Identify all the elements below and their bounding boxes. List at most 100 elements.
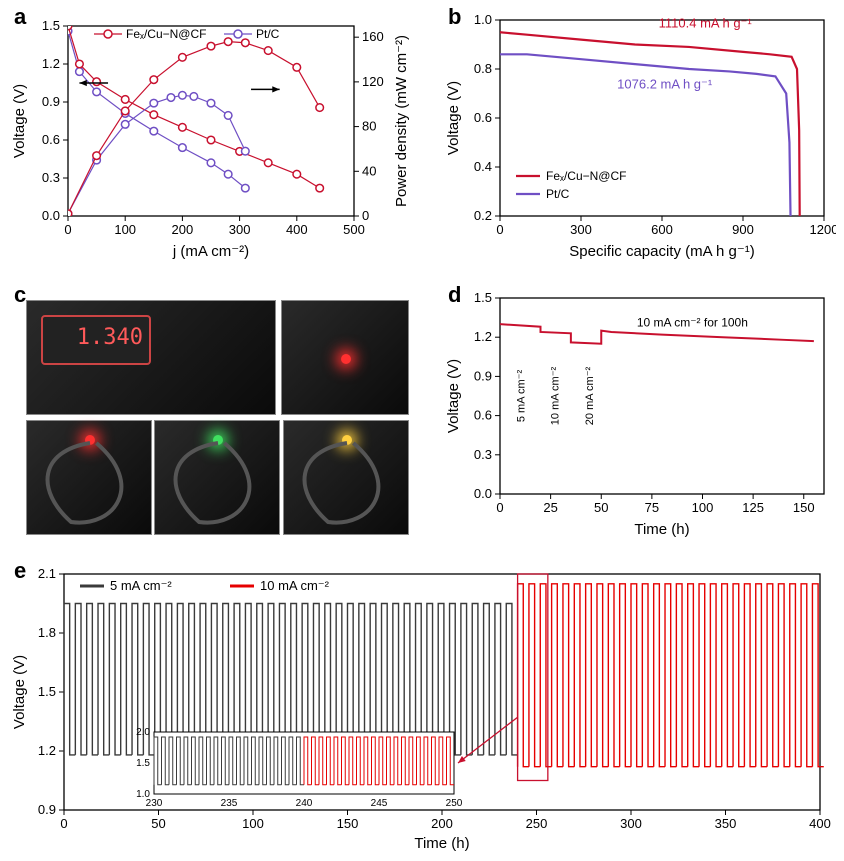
svg-text:0.4: 0.4: [474, 159, 492, 174]
svg-text:50: 50: [594, 500, 608, 515]
svg-text:300: 300: [570, 222, 592, 237]
svg-text:1.2: 1.2: [38, 743, 56, 758]
svg-text:500: 500: [343, 222, 365, 237]
svg-text:0: 0: [496, 222, 503, 237]
svg-text:1.5: 1.5: [136, 758, 150, 769]
svg-text:Time (h): Time (h): [634, 521, 689, 538]
svg-text:50: 50: [151, 816, 165, 831]
svg-text:1.5: 1.5: [38, 684, 56, 699]
svg-text:Pt/C: Pt/C: [546, 187, 570, 201]
svg-text:160: 160: [362, 29, 384, 44]
svg-text:1.5: 1.5: [42, 18, 60, 33]
svg-text:600: 600: [651, 222, 673, 237]
chart-a: 0 100 200 300 400 500 0.0 0.3 0.6 0.9 1.2 1.5 0 40 80 1…: [6, 2, 416, 262]
svg-text:5 mA cm⁻²: 5 mA cm⁻²: [515, 370, 527, 423]
svg-text:10 mA cm⁻² for 100h: 10 mA cm⁻² for 100h: [637, 316, 748, 330]
photo-3: [154, 420, 280, 535]
svg-text:Voltage (V): Voltage (V): [11, 655, 28, 729]
svg-text:0: 0: [362, 208, 369, 223]
svg-text:2.1: 2.1: [38, 566, 56, 581]
svg-text:1200: 1200: [810, 222, 836, 237]
svg-text:0.6: 0.6: [42, 132, 60, 147]
svg-text:1.0: 1.0: [474, 12, 492, 27]
svg-text:5 mA cm⁻²: 5 mA cm⁻²: [110, 578, 172, 593]
svg-text:Specific capacity (mA h g⁻¹): Specific capacity (mA h g⁻¹): [569, 243, 754, 260]
svg-text:25: 25: [543, 500, 557, 515]
svg-text:2.0: 2.0: [136, 727, 150, 738]
panel-d-label: d: [448, 282, 461, 308]
svg-text:Pt/C: Pt/C: [256, 27, 280, 41]
svg-text:0.9: 0.9: [42, 94, 60, 109]
svg-text:40: 40: [362, 163, 376, 178]
svg-text:100: 100: [692, 500, 714, 515]
svg-text:Feₓ/Cu−N@CF: Feₓ/Cu−N@CF: [546, 169, 626, 183]
panel-a: a 0 100 200 300 400 500 0.0 0.3 0.6 0.9 1.2 1.5 0 40 8…: [6, 2, 416, 262]
svg-text:250: 250: [446, 798, 463, 809]
svg-text:j (mA cm⁻²): j (mA cm⁻²): [172, 243, 249, 260]
chart-e: 0 50 100 150 200 250 300 350 400 0.9 1.2 1.5 1.8 2.1 T…: [6, 556, 834, 854]
svg-text:1076.2 mA h g⁻¹: 1076.2 mA h g⁻¹: [617, 77, 713, 92]
svg-text:300: 300: [620, 816, 642, 831]
svg-text:0.2: 0.2: [474, 208, 492, 223]
svg-text:100: 100: [242, 816, 264, 831]
svg-text:0.6: 0.6: [474, 110, 492, 125]
svg-text:0.0: 0.0: [42, 208, 60, 223]
svg-text:10 mA cm⁻²: 10 mA cm⁻²: [550, 366, 562, 425]
svg-text:1.8: 1.8: [38, 625, 56, 640]
svg-text:200: 200: [172, 222, 194, 237]
svg-text:0.9: 0.9: [38, 802, 56, 817]
svg-text:0.3: 0.3: [474, 447, 492, 462]
panel-d: d 02550751001251500.00.30.60.91.21.5Time…: [440, 280, 836, 540]
svg-text:125: 125: [742, 500, 764, 515]
chart-d: 02550751001251500.00.30.60.91.21.5Time (…: [440, 280, 836, 540]
svg-text:400: 400: [286, 222, 308, 237]
photo-0: 1.340: [26, 300, 276, 415]
svg-text:0.3: 0.3: [42, 170, 60, 185]
photo-grid: 1.340: [6, 280, 416, 540]
svg-text:Power density (mW cm⁻²): Power density (mW cm⁻²): [393, 35, 410, 207]
photo-1: [281, 300, 409, 415]
panel-e-label: e: [14, 558, 26, 584]
chart-b: 0 300 600 900 1200 0.2 0.4 0.6 0.8 1.0 Specific ca…: [440, 2, 836, 262]
svg-text:10 mA cm⁻²: 10 mA cm⁻²: [260, 578, 330, 593]
photo-2: [26, 420, 152, 535]
svg-text:0: 0: [60, 816, 67, 831]
svg-text:150: 150: [793, 500, 815, 515]
panel-b-label: b: [448, 4, 461, 30]
svg-text:0.8: 0.8: [474, 61, 492, 76]
svg-text:1110.4 mA h g⁻¹: 1110.4 mA h g⁻¹: [659, 15, 753, 30]
photo-4: [283, 420, 409, 535]
svg-text:300: 300: [229, 222, 251, 237]
panel-a-label: a: [14, 4, 26, 30]
svg-text:400: 400: [809, 816, 831, 831]
svg-text:0: 0: [496, 500, 503, 515]
svg-text:150: 150: [337, 816, 359, 831]
svg-text:245: 245: [371, 798, 388, 809]
svg-text:80: 80: [362, 119, 376, 134]
panel-b: b 0 300 600 900 1200 0.2 0.4 0.6 0.8 1.0 Specific …: [440, 2, 836, 262]
svg-text:0.6: 0.6: [474, 408, 492, 423]
svg-text:Voltage (V): Voltage (V): [445, 81, 462, 155]
svg-text:Time (h): Time (h): [414, 835, 469, 852]
svg-text:900: 900: [732, 222, 754, 237]
svg-text:240: 240: [296, 798, 313, 809]
svg-text:200: 200: [431, 816, 453, 831]
svg-text:Voltage (V): Voltage (V): [11, 84, 28, 158]
svg-text:0.9: 0.9: [474, 368, 492, 383]
svg-text:235: 235: [221, 798, 238, 809]
svg-text:350: 350: [715, 816, 737, 831]
svg-text:0.0: 0.0: [474, 486, 492, 501]
svg-text:20 mA cm⁻²: 20 mA cm⁻²: [584, 366, 596, 425]
svg-text:0: 0: [64, 222, 71, 237]
svg-text:Feₓ/Cu−N@CF: Feₓ/Cu−N@CF: [126, 27, 206, 41]
panel-e: e 0 50 100 150 200 250 300 350 400 0.9 1.2 1.5 1.8 2.…: [6, 556, 834, 854]
svg-text:1.2: 1.2: [474, 329, 492, 344]
svg-text:Voltage (V): Voltage (V): [445, 359, 462, 433]
svg-text:120: 120: [362, 74, 384, 89]
svg-text:1.5: 1.5: [474, 290, 492, 305]
svg-text:100: 100: [114, 222, 136, 237]
svg-text:250: 250: [526, 816, 548, 831]
svg-text:1.2: 1.2: [42, 56, 60, 71]
svg-text:1.0: 1.0: [136, 789, 150, 800]
panel-c: c 1.340: [6, 280, 416, 540]
